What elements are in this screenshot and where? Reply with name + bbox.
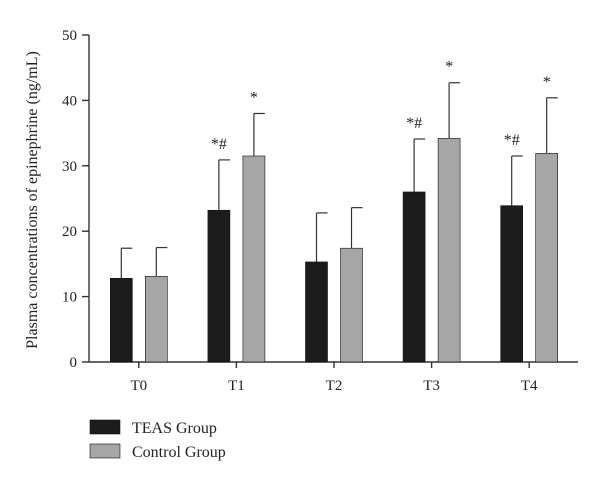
bar <box>535 153 559 363</box>
significance-marker: *# <box>211 136 227 153</box>
y-tick-label: 40 <box>62 93 77 109</box>
legend-swatch <box>89 419 121 435</box>
bar <box>305 261 328 363</box>
legend-label: TEAS Group <box>132 420 217 437</box>
significance-marker: *# <box>504 132 520 149</box>
legend: TEAS Group Control Group <box>89 419 226 461</box>
y-axis-title: Plasma concentrations of epinephrine (ng… <box>24 51 41 349</box>
significance-marker: * <box>445 59 453 76</box>
bar <box>145 276 168 363</box>
bar <box>340 247 363 363</box>
axes: 0 10 20 30 40 50 T0 T1 T2 T3 T4 <box>62 28 578 394</box>
x-tick-label: T0 <box>130 378 147 394</box>
x-tick-label: T2 <box>326 378 343 394</box>
x-tick-label: T4 <box>521 378 538 394</box>
x-tick-label: T1 <box>228 378 245 394</box>
y-tick-label: 20 <box>62 224 77 240</box>
bars: *# * *# * *# * <box>110 59 559 363</box>
bar <box>242 155 266 363</box>
bar <box>437 138 461 363</box>
x-tick-label: T3 <box>423 378 440 394</box>
bar <box>207 209 231 363</box>
legend-label: Control Group <box>132 444 226 461</box>
significance-marker: * <box>250 89 258 106</box>
bar <box>110 277 133 363</box>
significance-marker: * <box>543 74 551 91</box>
legend-swatch <box>89 443 121 459</box>
y-tick-label: 10 <box>62 290 77 306</box>
y-tick-label: 0 <box>70 355 78 371</box>
bar <box>402 191 426 363</box>
significance-marker: *# <box>406 115 422 132</box>
y-tick-label: 50 <box>62 28 77 44</box>
y-tick-label: 30 <box>62 159 77 175</box>
bar <box>500 205 524 363</box>
